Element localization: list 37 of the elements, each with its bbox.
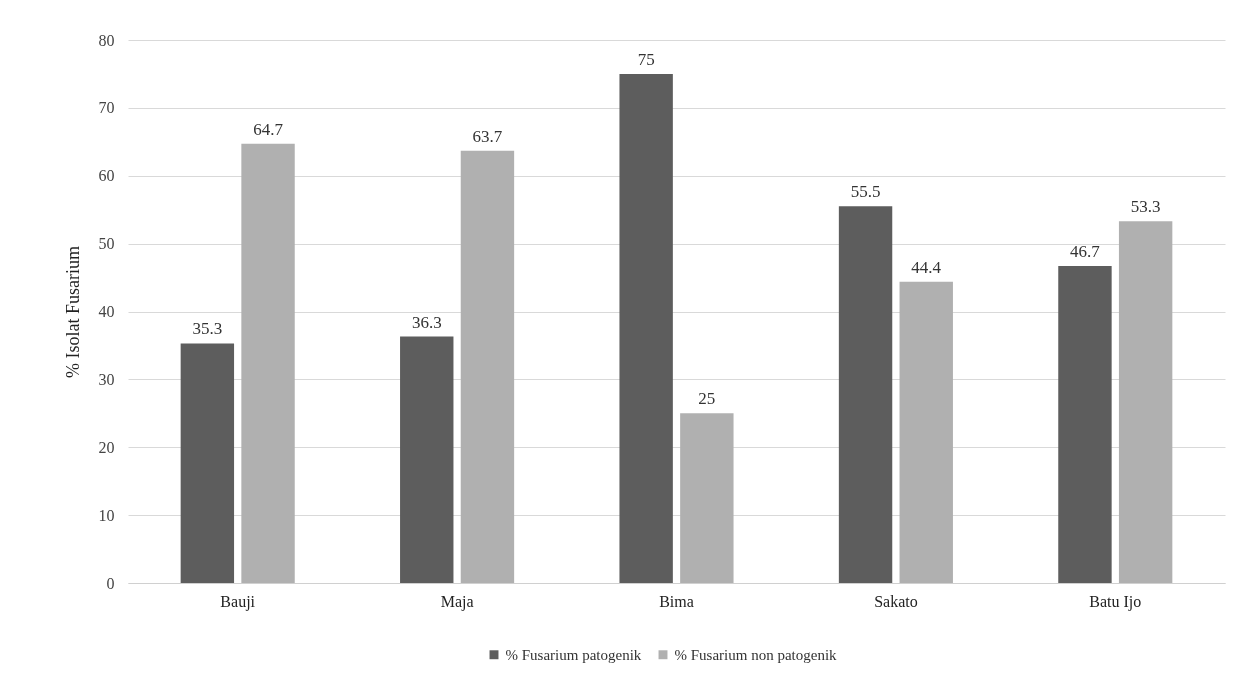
bar	[400, 336, 454, 583]
y-tick-label: 50	[98, 235, 115, 253]
data-label: 36.3	[411, 312, 442, 332]
bar	[241, 143, 295, 583]
data-label: 63.7	[472, 126, 503, 146]
data-label: 46.7	[1070, 242, 1101, 262]
data-label: 55.5	[850, 182, 881, 202]
bar	[838, 206, 893, 583]
bar	[180, 343, 235, 583]
y-tick-label: 10	[98, 506, 115, 524]
data-label: 25	[698, 389, 716, 409]
bar	[1058, 266, 1112, 583]
data-label: 53.3	[1130, 197, 1161, 217]
legend-label: % Fusarium patogenik	[505, 646, 642, 663]
x-tick-label: Bauji	[220, 592, 256, 611]
y-tick-label: 80	[98, 31, 115, 49]
x-tick-label: Batu Ijo	[1089, 592, 1142, 611]
y-tick-label: 20	[98, 438, 115, 456]
data-label: 64.7	[253, 119, 284, 139]
bar	[619, 73, 673, 583]
y-tick-label: 70	[98, 99, 115, 117]
legend-label: % Fusarium non patogenik	[674, 646, 838, 663]
x-tick-label: Maja	[440, 592, 474, 611]
y-tick-label: 60	[98, 167, 115, 185]
bar	[899, 281, 953, 583]
data-label: 35.3	[192, 319, 223, 339]
x-tick-label: Bima	[659, 592, 694, 610]
y-tick-label: 30	[98, 370, 115, 388]
bar	[460, 150, 515, 583]
bar	[680, 413, 734, 583]
y-tick-label: 0	[106, 574, 115, 592]
bar	[1118, 221, 1173, 583]
data-label: 75	[637, 49, 655, 69]
data-label: 44.4	[911, 257, 942, 277]
y-axis-title: % Isolat Fusarium	[62, 246, 83, 378]
x-tick-label: Sakato	[874, 592, 918, 610]
y-tick-label: 40	[98, 303, 115, 320]
